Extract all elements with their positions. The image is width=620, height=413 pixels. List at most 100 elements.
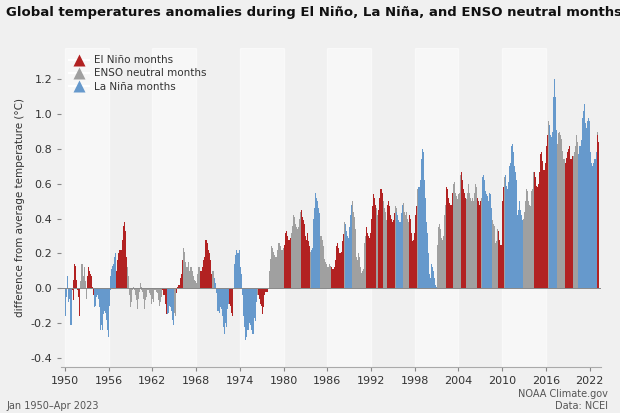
Bar (68, 288, 69, 302)
Bar (108, 288, 109, 313)
Bar (250, 288, 251, 325)
Bar (244, 288, 245, 327)
Bar (74, 273, 75, 288)
Bar (462, 180, 463, 288)
Bar (593, 163, 594, 288)
Bar (166, 288, 167, 314)
Bar (472, 198, 473, 288)
Bar (194, 280, 195, 288)
Bar (491, 208, 492, 288)
Bar (93, 288, 94, 290)
Bar (176, 288, 177, 294)
Bar (436, 247, 437, 288)
Bar (450, 205, 451, 288)
Bar (465, 198, 466, 288)
Bar (546, 145, 547, 288)
Bar (212, 271, 213, 288)
Bar (317, 205, 318, 288)
Bar (369, 238, 370, 288)
Bar (356, 257, 357, 288)
Bar (309, 247, 310, 288)
Bar (352, 201, 353, 288)
Bar (266, 288, 267, 292)
Bar (147, 288, 148, 290)
Bar (258, 288, 259, 295)
Bar (97, 288, 98, 295)
Bar (283, 247, 284, 288)
Bar (464, 194, 465, 288)
Bar (186, 266, 187, 288)
Bar (72, 288, 73, 330)
Bar (338, 248, 339, 288)
Bar (82, 271, 83, 288)
Bar (177, 287, 178, 288)
Bar (164, 288, 165, 299)
Bar (409, 215, 410, 288)
Bar (228, 288, 229, 304)
Bar (157, 288, 158, 294)
Bar (558, 133, 559, 288)
Bar (191, 267, 192, 288)
Bar (552, 123, 553, 288)
Bar (385, 212, 386, 288)
Bar (91, 276, 92, 288)
Bar (127, 267, 128, 288)
Bar (184, 252, 185, 288)
Bar (154, 288, 155, 290)
Bar (73, 280, 74, 288)
Bar (338, 245, 339, 288)
Bar (104, 288, 105, 313)
Bar (456, 198, 458, 288)
Bar (365, 236, 366, 288)
Bar (339, 254, 340, 288)
Bar (161, 288, 162, 290)
Bar (590, 152, 591, 288)
Bar (260, 288, 261, 304)
Bar (192, 271, 193, 288)
Bar (295, 224, 296, 288)
Bar (554, 79, 555, 288)
Bar (408, 222, 409, 288)
Bar (532, 189, 533, 288)
Bar (104, 288, 105, 311)
Bar (296, 227, 297, 288)
Bar (461, 175, 462, 288)
Bar (271, 250, 272, 288)
Bar (562, 151, 563, 288)
Bar (302, 214, 303, 288)
Bar (378, 210, 379, 288)
Bar (222, 288, 223, 316)
Bar (427, 243, 428, 288)
Bar (531, 191, 532, 288)
Bar (505, 175, 506, 288)
Bar (165, 288, 166, 304)
Bar (66, 288, 67, 297)
Bar (536, 185, 537, 288)
Bar (523, 218, 524, 288)
Bar (137, 288, 138, 309)
Bar (279, 243, 280, 288)
Bar (111, 269, 112, 288)
Bar (143, 288, 144, 299)
Bar (567, 152, 568, 288)
Bar (175, 288, 176, 306)
Bar (381, 189, 382, 288)
Bar (510, 163, 511, 288)
Bar (152, 288, 153, 307)
Bar (249, 288, 250, 323)
Bar (170, 288, 171, 307)
Bar (418, 187, 419, 288)
Bar (94, 288, 95, 307)
Bar (118, 254, 119, 288)
Bar (410, 225, 411, 288)
Bar (421, 170, 422, 288)
Bar (328, 271, 329, 288)
Bar (332, 269, 333, 288)
Bar (183, 254, 184, 288)
Bar (493, 224, 494, 288)
Bar (587, 121, 588, 288)
Bar (131, 288, 132, 302)
Bar (500, 245, 501, 288)
Bar (173, 288, 174, 325)
Bar (459, 184, 460, 288)
